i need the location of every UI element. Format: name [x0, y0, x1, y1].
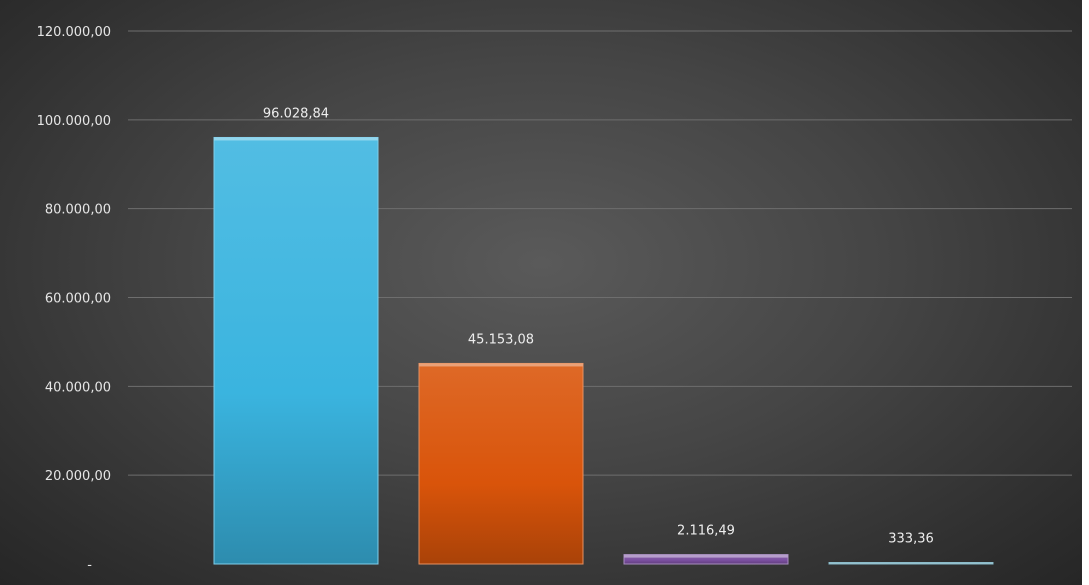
bars	[213, 136, 994, 565]
data-label: 96.028,84	[263, 106, 329, 121]
bar-highlight	[419, 363, 583, 367]
bar	[213, 136, 379, 565]
data-label: 333,36	[888, 532, 934, 547]
y-tick-label: 20.000,00	[45, 469, 111, 484]
y-tick-label: 80.000,00	[45, 203, 111, 218]
y-tick-label: -	[87, 558, 92, 573]
y-tick-label: 100.000,00	[37, 114, 111, 129]
y-axis-tick-labels: - 20.000,00 40.000,00 60.000,00 80.000,00 100…	[37, 25, 111, 573]
y-tick-label: 40.000,00	[45, 380, 111, 395]
data-label: 2.116,49	[677, 524, 735, 539]
bar-highlight	[214, 137, 378, 141]
bar	[418, 362, 584, 565]
data-label: 45.153,08	[468, 332, 534, 347]
data-labels: 96.028,84 45.153,08 2.116,49 333,36	[263, 106, 934, 546]
y-tick-label: 120.000,00	[37, 25, 111, 40]
bar-highlight	[624, 554, 788, 558]
y-tick-label: 60.000,00	[45, 292, 111, 307]
bar-highlight	[829, 562, 993, 564]
